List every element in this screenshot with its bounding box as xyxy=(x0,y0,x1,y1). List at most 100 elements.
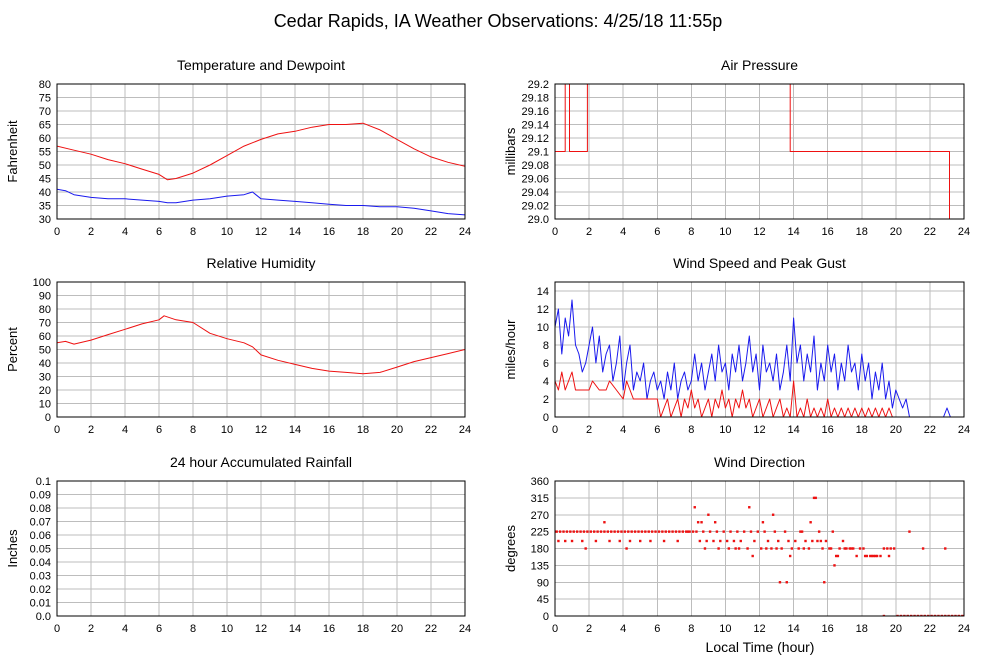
direction-point xyxy=(667,530,671,533)
direction-point xyxy=(858,547,862,550)
direction-x-tick-label: 4 xyxy=(620,623,626,635)
direction-x-tick-label: 24 xyxy=(958,623,970,635)
direction-point xyxy=(676,539,679,543)
direction-point xyxy=(766,539,770,543)
direction-point xyxy=(584,547,587,550)
humidity-y-tick-label: 100 xyxy=(33,277,51,289)
direction-point xyxy=(889,547,892,550)
direction-point xyxy=(777,539,780,543)
direction-point xyxy=(875,554,879,558)
direction-y-tick-label: 45 xyxy=(537,594,549,606)
direction-point xyxy=(623,530,627,533)
direction-x-tick-label: 12 xyxy=(753,623,765,635)
direction-point xyxy=(882,614,886,616)
direction-point xyxy=(727,547,731,550)
direction-point xyxy=(712,539,715,543)
wind-y-tick-label: 6 xyxy=(543,358,549,370)
pressure-y-tick-label: 29.1 xyxy=(528,147,549,159)
temp-y-tick-label: 50 xyxy=(39,160,51,172)
direction-point xyxy=(657,530,661,533)
wind-x-tick-label: 22 xyxy=(924,424,936,436)
pressure-x-tick-label: 12 xyxy=(753,226,765,238)
rain-x-tick-label: 2 xyxy=(88,623,94,635)
wind-x-tick-label: 14 xyxy=(787,424,799,436)
direction-point xyxy=(927,614,930,616)
humidity-y-tick-label: 80 xyxy=(39,304,51,316)
direction-point xyxy=(696,521,700,524)
direction-point xyxy=(751,554,754,558)
direction-point xyxy=(702,530,705,533)
direction-point xyxy=(693,506,696,509)
direction-y-tick-label: 135 xyxy=(531,560,549,572)
direction-point xyxy=(695,530,698,533)
humidity-y-tick-label: 10 xyxy=(39,399,51,411)
temp-y-tick-label: 75 xyxy=(39,93,51,105)
humidity-x-tick-label: 10 xyxy=(221,424,233,436)
direction-point xyxy=(647,530,650,533)
temp-y-tick-label: 30 xyxy=(39,214,51,226)
direction-title: Wind Direction xyxy=(714,454,805,470)
temp-x-tick-label: 8 xyxy=(190,226,196,238)
direction-point xyxy=(717,547,720,550)
humidity-x-tick-label: 2 xyxy=(88,424,94,436)
direction-y-tick-label: 270 xyxy=(531,510,549,522)
direction-point xyxy=(896,614,899,616)
direction-point xyxy=(637,530,640,533)
direction-point xyxy=(569,530,572,533)
direction-point xyxy=(892,547,896,550)
direction-x-tick-label: 0 xyxy=(552,623,558,635)
direction-x-tick-label: 22 xyxy=(924,623,936,635)
direction-data xyxy=(555,496,964,616)
rain-y-tick-label: 0.0 xyxy=(36,611,51,623)
direction-point xyxy=(705,539,708,543)
direction-point xyxy=(698,539,702,543)
rain-x-tick-label: 12 xyxy=(255,623,267,635)
direction-point xyxy=(937,614,940,616)
direction-point xyxy=(664,530,667,533)
rain-x-tick-label: 18 xyxy=(357,623,369,635)
direction-point xyxy=(874,554,877,558)
direction-point xyxy=(771,513,775,516)
wind-x-tick-label: 18 xyxy=(856,424,868,436)
pressure-x-tick-label: 22 xyxy=(924,226,936,238)
direction-y-tick-label: 90 xyxy=(537,577,549,589)
direction-x-tick-label: 6 xyxy=(654,623,660,635)
x-axis-label: Local Time (hour) xyxy=(706,639,815,655)
temp-x-tick-label: 18 xyxy=(357,226,369,238)
direction-point xyxy=(906,614,909,616)
direction-x-tick-label: 20 xyxy=(890,623,902,635)
direction-point xyxy=(913,614,916,616)
temp-x-tick-label: 12 xyxy=(255,226,267,238)
humidity-x-tick-label: 12 xyxy=(255,424,267,436)
direction-point xyxy=(909,614,913,616)
direction-point xyxy=(933,614,937,616)
rain-y-axis-label: Inches xyxy=(5,529,20,568)
wind-y-tick-label: 0 xyxy=(543,412,549,424)
rain-y-tick-label: 0.1 xyxy=(36,476,51,488)
direction-point xyxy=(921,547,925,550)
temp-y-tick-label: 40 xyxy=(39,187,51,199)
direction-point xyxy=(828,547,831,550)
pressure-x-tick-label: 24 xyxy=(958,226,970,238)
direction-point xyxy=(886,547,889,550)
humidity-y-tick-label: 70 xyxy=(39,318,51,330)
direction-point xyxy=(681,530,685,533)
direction-point xyxy=(575,530,579,533)
pressure-y-tick-label: 29.16 xyxy=(521,106,549,118)
direction-point xyxy=(640,530,644,533)
wind-plot-frame xyxy=(554,281,965,418)
direction-point xyxy=(686,530,690,533)
direction-point xyxy=(586,530,589,533)
direction-point xyxy=(821,547,824,550)
direction-point xyxy=(838,547,841,550)
pressure-x-tick-label: 2 xyxy=(586,226,592,238)
rain-title: 24 hour Accumulated Rainfall xyxy=(170,454,352,470)
humidity-title: Relative Humidity xyxy=(207,255,316,271)
direction-point xyxy=(555,530,558,533)
direction-point xyxy=(944,547,947,550)
temp-plot-frame xyxy=(56,83,466,220)
direction-x-tick-label: 18 xyxy=(856,623,868,635)
